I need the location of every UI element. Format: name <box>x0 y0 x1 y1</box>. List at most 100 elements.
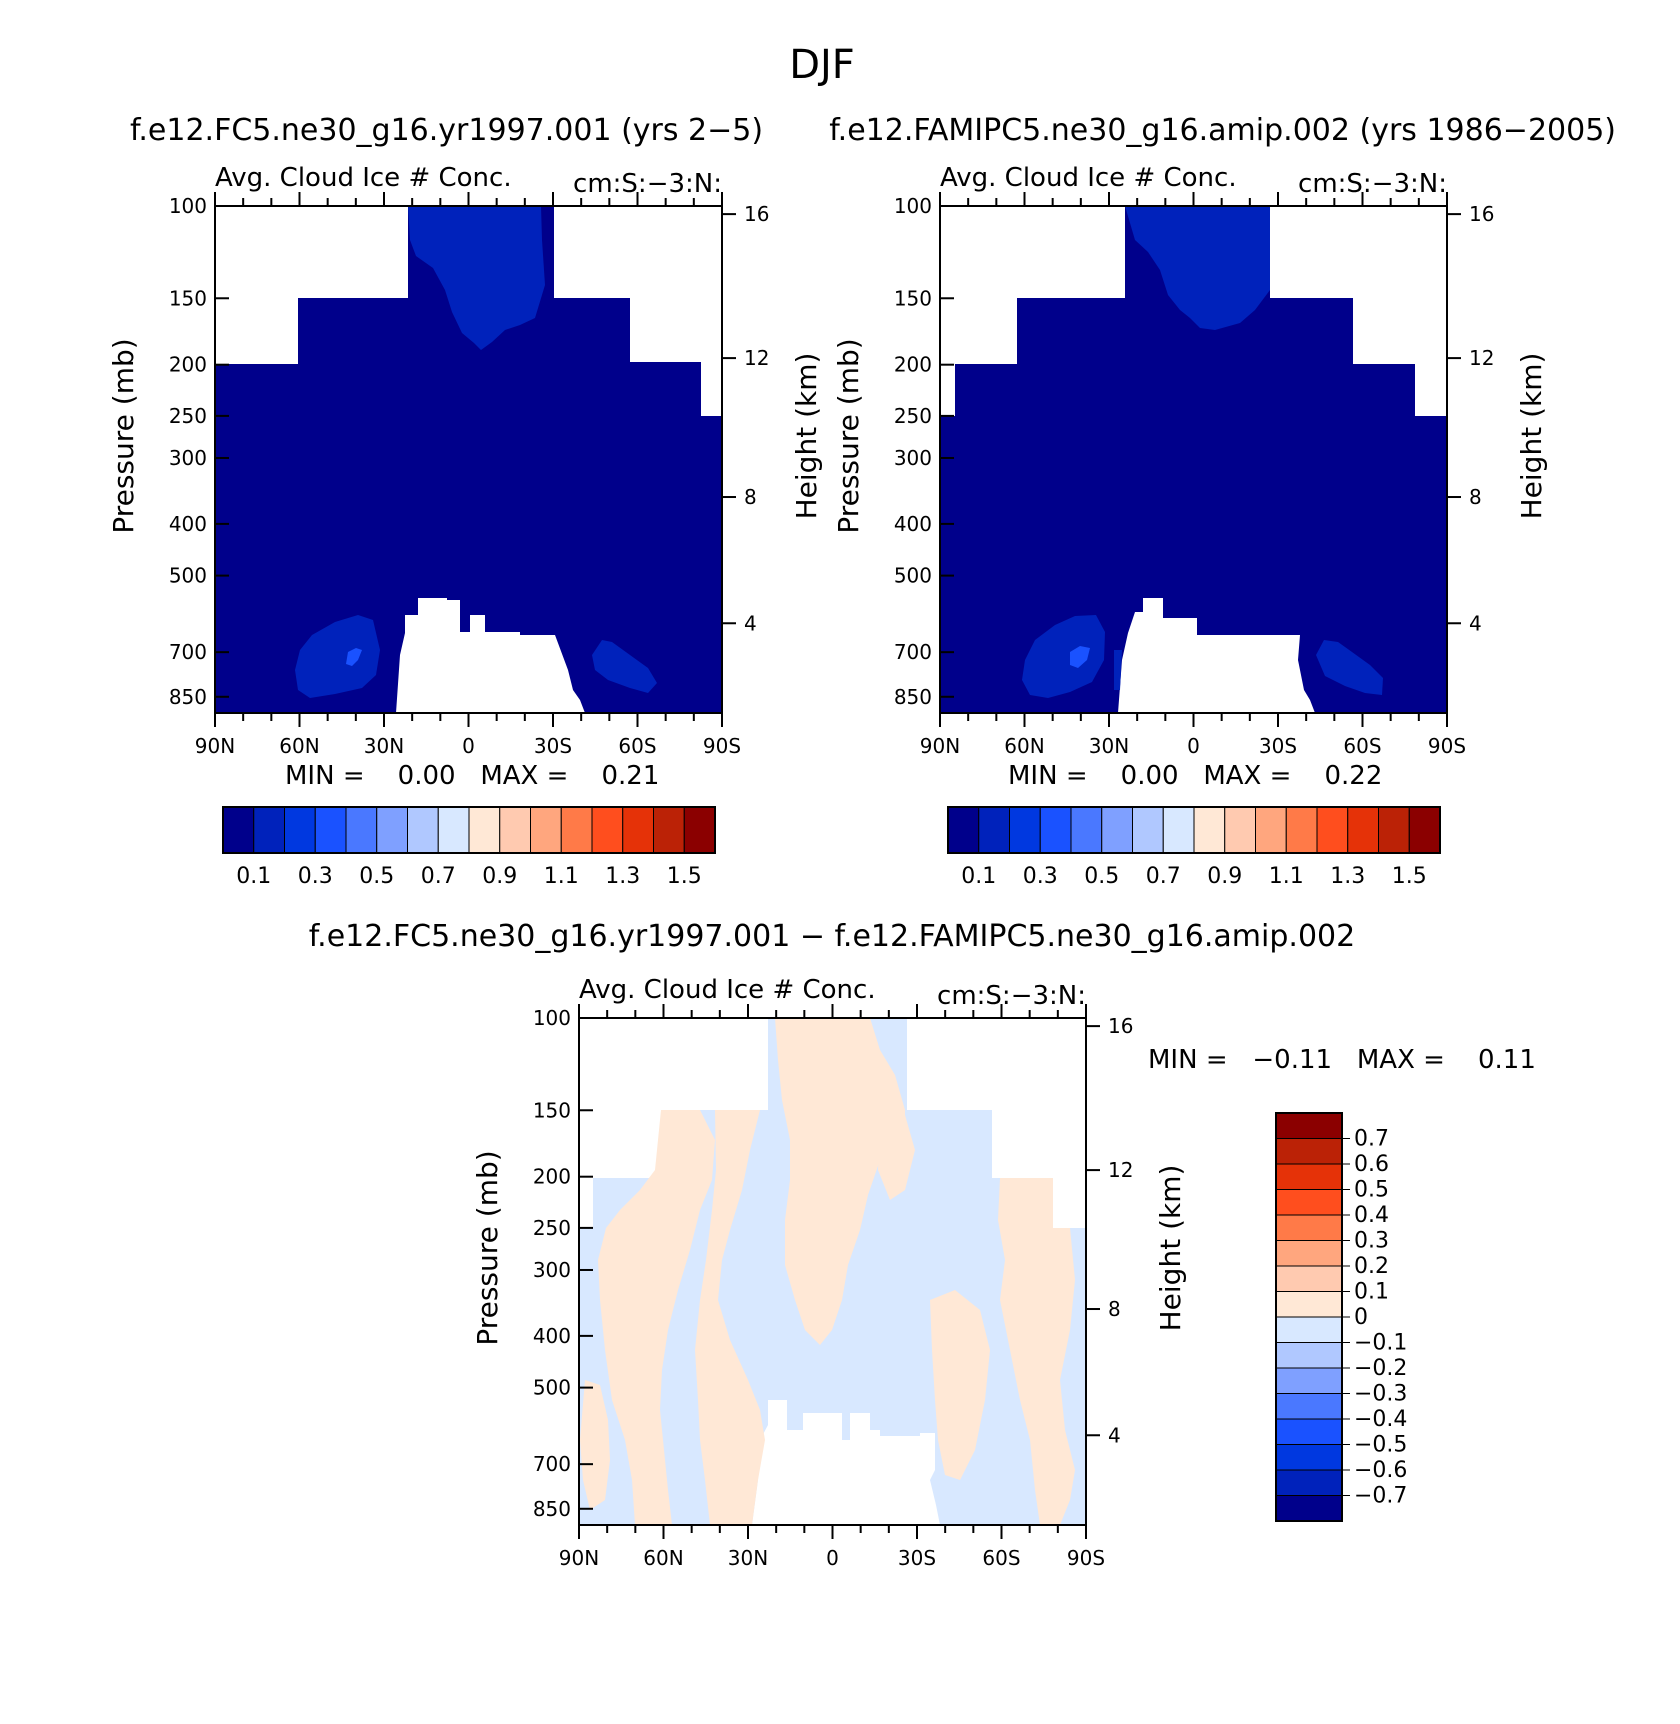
x-tick-label: 90S <box>703 734 741 758</box>
panel-3-positive-patch-upper-right <box>878 1115 915 1200</box>
pressure-tick-label: 100 <box>533 1006 571 1030</box>
pressure-tick-label: 300 <box>169 446 207 470</box>
colorbar-swatch <box>947 806 980 854</box>
colorbar-swatch <box>253 806 285 854</box>
pressure-tick-label: 400 <box>533 1324 571 1348</box>
colorbar-swatch <box>591 806 624 854</box>
height-tick-label: 8 <box>1108 1297 1121 1321</box>
colorbar-label: −0.1 <box>1354 1331 1407 1356</box>
colorbar-swatch <box>1275 1265 1343 1292</box>
panel-1-axes: 100 150 200 250 300 400 500 700 850 16 12 8 4 90N 60N 3… <box>107 192 823 758</box>
colorbar-swatch <box>407 806 439 854</box>
colorbar-swatch <box>1009 806 1041 854</box>
panel-1-units-label: cm:S:−3:N: <box>573 169 722 199</box>
pressure-tick-label: 500 <box>169 564 207 588</box>
x-tick-label: 90S <box>1428 734 1466 758</box>
colorbar-label: −0.7 <box>1354 1484 1407 1509</box>
panel-1-high-ice-blob <box>408 206 545 350</box>
x-tick-label: 30S <box>534 734 572 758</box>
colorbar-swatch <box>314 806 347 854</box>
colorbar-label: 0.4 <box>1354 1203 1389 1228</box>
colorbar-label: 0.2 <box>1354 1254 1389 1279</box>
colorbar-swatch <box>1255 806 1287 854</box>
panel-2-units-label: cm:S:−3:N: <box>1298 169 1447 199</box>
colorbar-swatch <box>1275 1138 1343 1165</box>
panel-2-sh-low-blob <box>1316 640 1383 695</box>
colorbar-swatch <box>437 806 470 854</box>
colorbar-label: 0.3 <box>1023 864 1058 889</box>
height-tick-label: 12 <box>744 346 769 370</box>
pressure-tick-label: 400 <box>169 512 207 536</box>
pressure-tick-label: 850 <box>533 1497 571 1521</box>
colorbar-label: 0.5 <box>359 864 394 889</box>
panel-3-variable-label: Avg. Cloud Ice # Conc. <box>579 975 876 1005</box>
pressure-tick-label: 250 <box>894 404 932 428</box>
colorbar-label: 1.1 <box>544 864 579 889</box>
panel-2-colorbar: 0.1 0.3 0.5 0.7 0.9 1.1 1.3 1.5 <box>947 806 1441 889</box>
height-tick-label: 16 <box>744 202 769 226</box>
colorbar-label: 1.3 <box>605 864 640 889</box>
colorbar-swatch <box>1224 806 1256 854</box>
panel-3-positive-core <box>775 1018 905 1345</box>
pressure-tick-label: 100 <box>894 194 932 218</box>
colorbar-swatch <box>1275 1469 1343 1496</box>
x-tick-label: 60N <box>643 1546 683 1570</box>
colorbar-label: −0.5 <box>1354 1433 1407 1458</box>
colorbar-label: 1.3 <box>1330 864 1365 889</box>
height-tick-label: 4 <box>1469 611 1482 635</box>
x-tick-label: 60N <box>279 734 319 758</box>
panel-3-positive-band-nh <box>598 1110 715 1525</box>
x-tick-label: 60N <box>1004 734 1044 758</box>
colorbar-label: 1.1 <box>1269 864 1304 889</box>
colorbar-swatch <box>1039 806 1072 854</box>
colorbar-swatch <box>284 806 316 854</box>
colorbar-swatch <box>1193 806 1226 854</box>
panel-2: f.e12.FAMIPC5.ne30_g16.amip.002 (yrs 198… <box>829 113 1616 889</box>
panel-1-title: f.e12.FC5.ne30_g16.yr1997.001 (yrs 2−5) <box>130 113 763 148</box>
colorbar-label: −0.3 <box>1354 1382 1407 1407</box>
panel-3-positive-patch-sh-low <box>930 1290 990 1480</box>
colorbar-swatch <box>376 806 408 854</box>
x-tick-label: 30S <box>898 1546 936 1570</box>
panel-3-positive-band-sh <box>998 1178 1075 1525</box>
panel-2-sh-low-edge <box>1114 650 1122 690</box>
colorbar-swatch <box>1275 1112 1343 1139</box>
x-tick-label: 0 <box>826 1546 839 1570</box>
height-tick-label: 8 <box>744 485 757 509</box>
colorbar-swatch <box>978 806 1010 854</box>
height-tick-label: 16 <box>1108 1014 1133 1038</box>
panel-1-nh-low-blob <box>295 615 380 698</box>
panel-3-units-label: cm:S:−3:N: <box>937 981 1086 1011</box>
colorbar-label: 0.1 <box>961 864 996 889</box>
colorbar-swatch <box>1275 1240 1343 1267</box>
height-tick-label: 12 <box>1108 1158 1133 1182</box>
colorbar-swatch <box>1408 806 1441 854</box>
panel-1-sh-low-blob <box>592 640 657 693</box>
panel-1-field <box>215 206 722 713</box>
colorbar-swatch <box>1132 806 1164 854</box>
pressure-tick-label: 500 <box>894 564 932 588</box>
colorbar-label: −0.4 <box>1354 1407 1407 1432</box>
colorbar-swatch <box>499 806 531 854</box>
panel-2-field <box>940 206 1447 713</box>
pressure-tick-label: 300 <box>533 1258 571 1282</box>
panel-2-ice-region <box>940 206 1447 713</box>
x-tick-label: 0 <box>1187 734 1200 758</box>
colorbar-swatch <box>222 806 255 854</box>
x-tick-label: 30N <box>364 734 404 758</box>
panel-3-colorbar: 0.70.60.50.40.30.20.10−0.1−0.2−0.3−0.4−0… <box>1275 1112 1407 1522</box>
colorbar-swatch <box>1275 1495 1343 1522</box>
colorbar-frame <box>222 806 716 854</box>
pressure-tick-label: 200 <box>533 1165 571 1189</box>
panel-3-positive-band-mid <box>695 1110 765 1525</box>
colorbar-label: 1.5 <box>1392 864 1427 889</box>
panel-1-ice-region <box>215 206 722 713</box>
pressure-tick-label: 850 <box>169 685 207 709</box>
panel-3-title: f.e12.FC5.ne30_g16.yr1997.001 − f.e12.FA… <box>309 919 1355 954</box>
panel-2-axes: 100 150 200 250 300 400 500 700 850 16 12 8 4 90N 60N 3… <box>832 192 1548 758</box>
x-tick-label: 0 <box>462 734 475 758</box>
y-axis-label: Pressure (mb) <box>471 1150 504 1345</box>
pressure-tick-label: 200 <box>169 353 207 377</box>
x-tick-label: 30S <box>1259 734 1297 758</box>
colorbar-swatch <box>1347 806 1379 854</box>
